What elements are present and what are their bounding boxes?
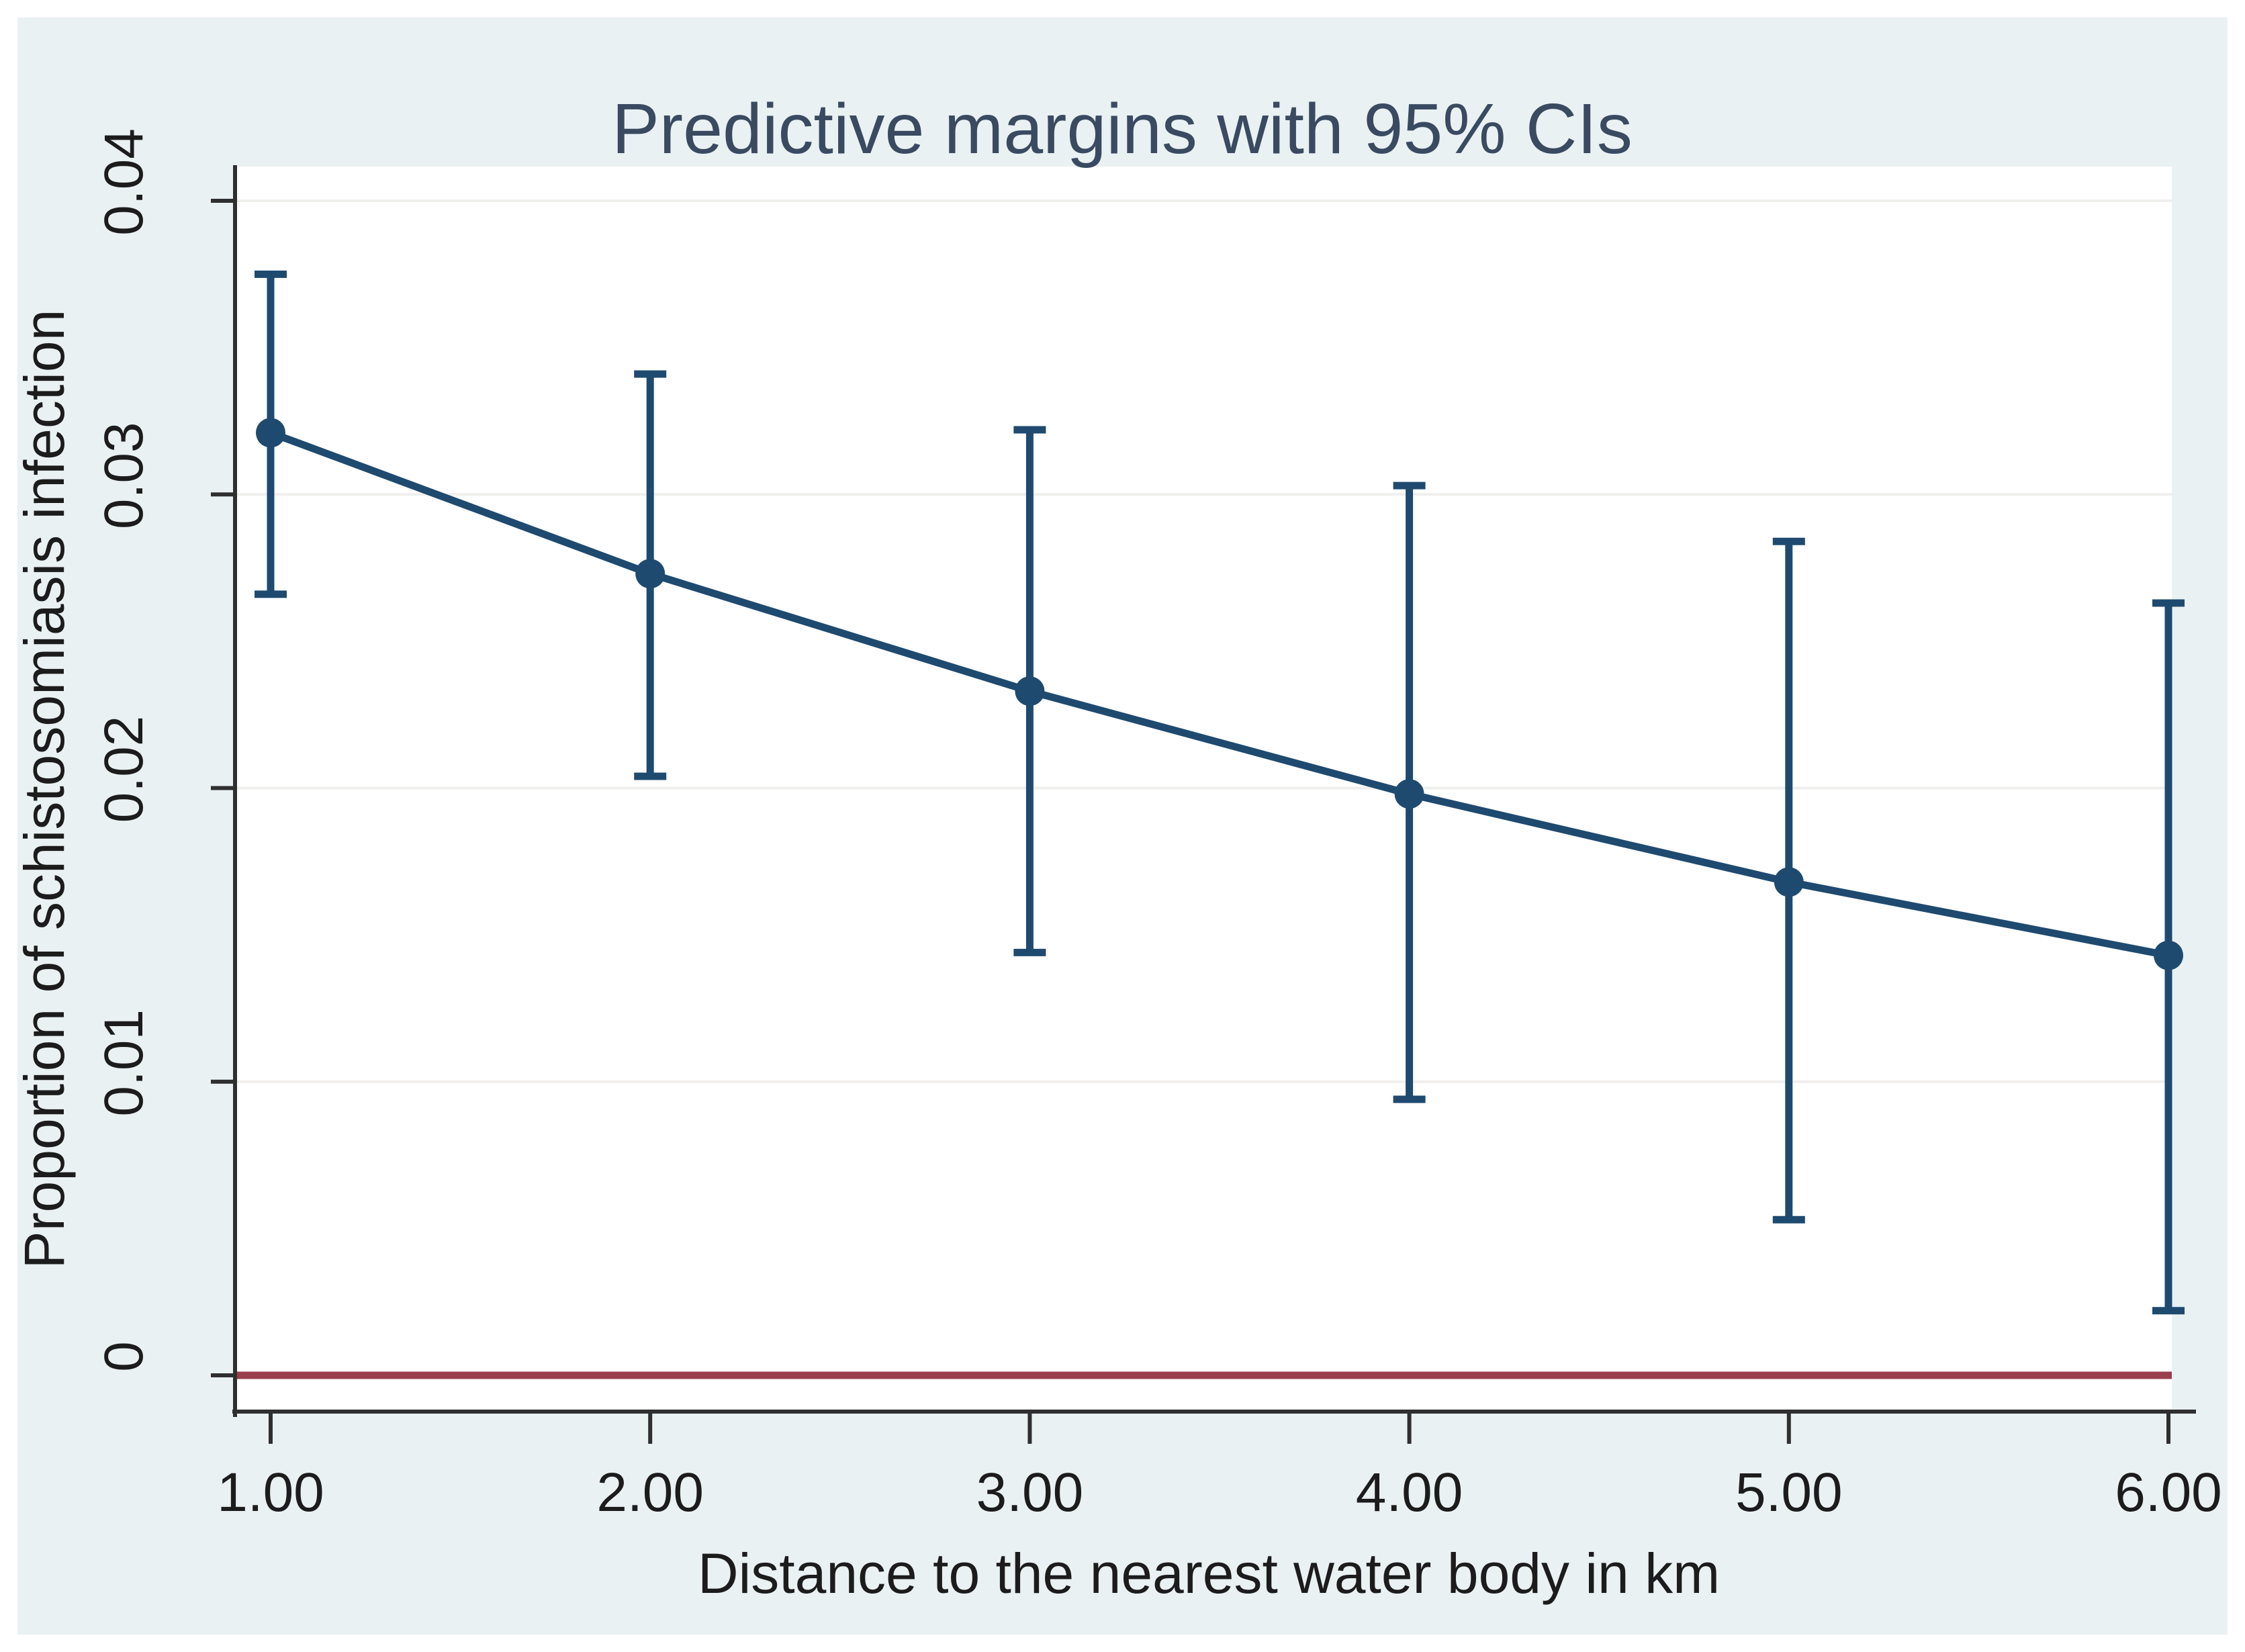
data-point <box>1394 779 1424 809</box>
axes-layer <box>211 165 2196 1444</box>
data-points-layer <box>256 418 2183 970</box>
data-point <box>1015 676 1045 706</box>
x-tick-label: 2.00 <box>596 1462 704 1523</box>
x-tick-label: 4.00 <box>1356 1462 1463 1523</box>
y-tick-label: 0.01 <box>93 1009 154 1117</box>
data-point <box>2154 940 2183 970</box>
x-tick-label: 6.00 <box>2115 1462 2222 1523</box>
chart-title: Predictive margins with 95% CIs <box>612 89 1633 169</box>
x-tick-label: 5.00 <box>1735 1462 1843 1523</box>
data-point <box>1774 867 1804 897</box>
tick-labels-layer: 0 0.01 0.02 0.03 0.04 1.00 2.00 3.00 4.00 5.00 6.0… <box>93 128 2222 1523</box>
series-line <box>269 429 2170 960</box>
y-tick-label: 0.04 <box>93 128 154 236</box>
series-line-layer <box>269 429 2170 960</box>
y-tick-label: 0 <box>93 1341 154 1372</box>
x-tick-label: 3.00 <box>976 1462 1084 1523</box>
x-tick-label: 1.00 <box>217 1462 324 1523</box>
gridlines-layer <box>236 199 2172 1083</box>
y-axis-title: Proportion of schistosomiasis infection <box>13 310 76 1269</box>
y-tick-label: 0.02 <box>93 716 154 823</box>
data-point <box>256 418 285 448</box>
data-point <box>635 559 666 589</box>
y-tick-label: 0.03 <box>93 422 154 529</box>
x-axis-title: Distance to the nearest water body in km <box>698 1542 1720 1605</box>
